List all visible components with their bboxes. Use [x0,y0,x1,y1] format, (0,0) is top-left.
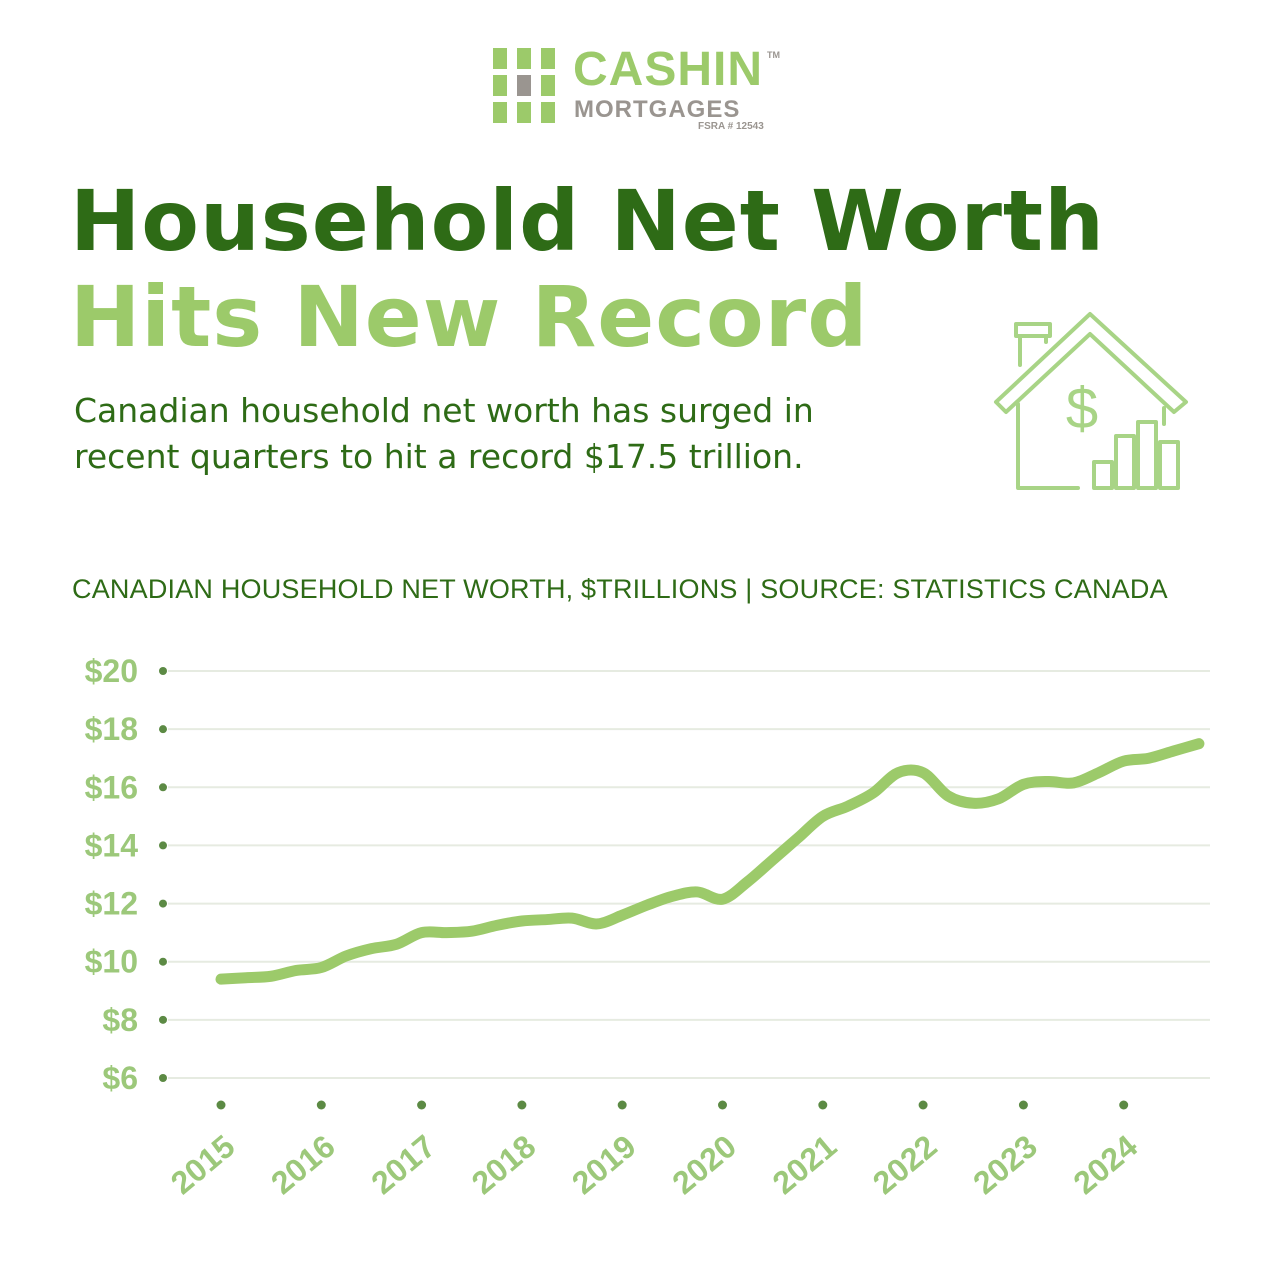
y-tick-dot [159,957,167,966]
x-tick-dot [718,1100,727,1110]
y-tick-label: $12 [85,886,138,922]
x-tick-dot [316,1100,326,1110]
y-tick-label: $14 [85,827,139,863]
x-tick-dot [216,1100,226,1110]
y-tick-dot [159,783,167,792]
y-tick-dot [159,841,167,850]
x-tick-label: 2022 [866,1128,944,1201]
house-dollar-bar-chart-icon: $ [994,312,1188,490]
logo-subname: MORTGAGES [574,96,741,123]
x-tick-label: 2020 [665,1128,743,1201]
series-line [215,738,1205,985]
y-tick-dot [159,667,167,675]
logo-grid-icon [493,48,555,124]
x-tick-label: 2021 [766,1128,844,1201]
subtitle: Canadian household net worth has surged … [74,391,814,476]
x-tick-dot [617,1100,627,1110]
y-tick-dot [159,1074,167,1082]
net-worth-line-chart: $20 $18 $16 $14 $12 $10 $8 $6 2015 2016 2017 2018 2… [85,653,1210,1201]
x-tick-dot [818,1100,828,1110]
y-tick-label: $10 [85,944,138,980]
y-tick-label: $16 [85,769,138,805]
y-tick-label: $20 [85,653,138,689]
logo-license: FSRA # 12543 [698,121,764,132]
y-tick-dot [159,1015,167,1024]
y-tick-label: $6 [102,1060,138,1096]
chart-source-line: CANADIAN HOUSEHOLD NET WORTH, $TRILLIONS… [72,574,1168,604]
brand-logo: CASHIN TM MORTGAGES FSRA # 12543 [493,43,793,138]
x-tick-label: 2018 [465,1128,543,1201]
logo-wordmark: CASHIN [573,43,764,96]
y-tick-dot [159,899,167,908]
x-tick-label: 2017 [364,1128,442,1201]
headline-line-1: Household Net Worth [70,172,1105,270]
x-tick-label: 2016 [264,1128,342,1201]
x-tick-label: 2019 [565,1128,643,1201]
x-tick-dot [417,1100,427,1110]
y-tick-label: $8 [102,1002,138,1038]
x-tick-label: 2015 [164,1128,242,1201]
y-tick-label: $18 [85,711,138,747]
headline-line-2: Hits New Record [70,268,869,366]
svg-text:$: $ [1066,376,1098,441]
x-tick-label: 2024 [1067,1128,1145,1201]
x-tick-dot [517,1100,527,1110]
x-tick-dot [918,1100,928,1110]
logo-trademark: TM [767,50,780,60]
x-tick-dot [1119,1100,1129,1110]
y-tick-dot [159,725,167,734]
x-tick-label: 2023 [966,1128,1044,1201]
x-tick-dot [1018,1100,1028,1110]
